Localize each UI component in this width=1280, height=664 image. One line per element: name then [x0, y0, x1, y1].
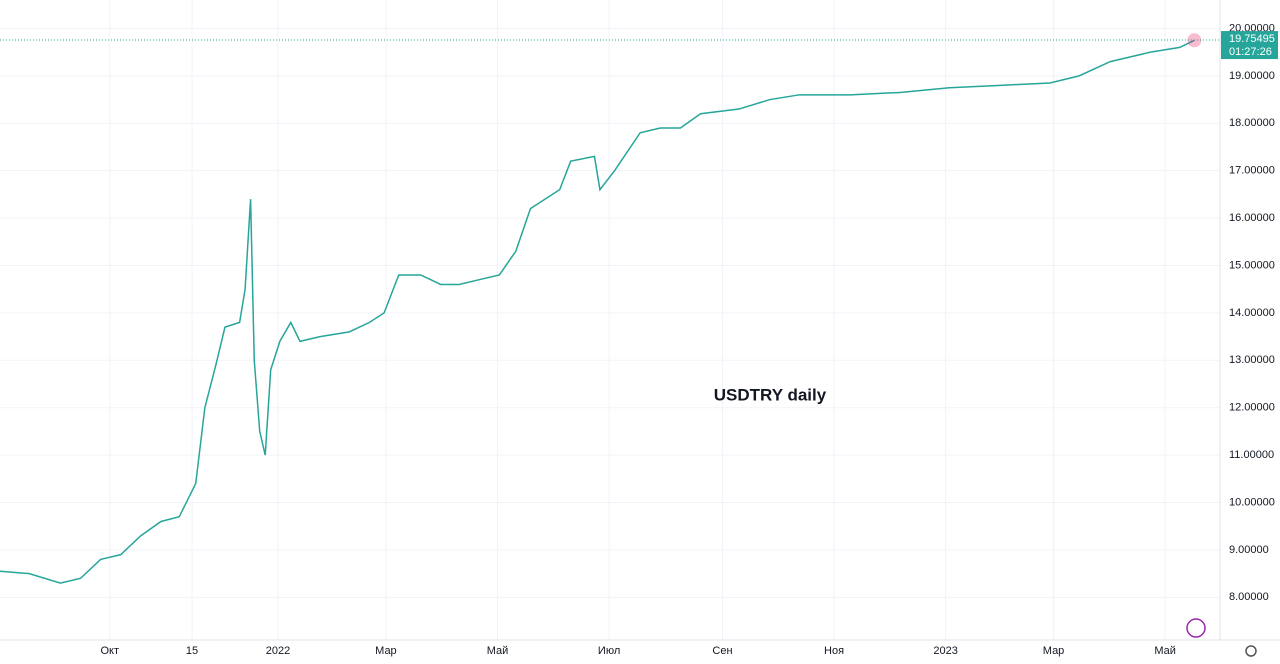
settings-button[interactable] [1245, 645, 1257, 657]
x-tick-label: Май [1154, 645, 1176, 657]
y-tick-label: 16.00000 [1229, 212, 1275, 224]
x-tick-label: Июл [598, 645, 620, 657]
y-tick-label: 8.00000 [1229, 591, 1269, 603]
y-tick-label: 19.00000 [1229, 70, 1275, 82]
y-tick-label: 13.00000 [1229, 354, 1275, 366]
x-tick-label: Ноя [824, 645, 844, 657]
price-line [0, 39, 1195, 584]
x-tick-label: Окт [100, 645, 119, 657]
y-tick-label: 14.00000 [1229, 307, 1275, 319]
y-tick-label: 17.00000 [1229, 165, 1275, 177]
last-price-label: 19.75495 [1229, 33, 1275, 45]
countdown-label: 01:27:26 [1229, 46, 1272, 58]
y-tick-label: 20.00000 [1229, 22, 1275, 34]
y-tick-label: 11.00000 [1229, 449, 1274, 461]
annotation: USDTRY daily [714, 385, 827, 404]
x-tick-label: 2023 [933, 645, 957, 657]
y-tick-label: 10.00000 [1229, 496, 1275, 508]
x-tick-label: Мар [1043, 645, 1065, 657]
x-tick-label: Сен [712, 645, 732, 657]
x-tick-label: 2022 [266, 645, 290, 657]
y-tick-label: 15.00000 [1229, 259, 1275, 271]
y-tick-label: 18.00000 [1229, 117, 1275, 129]
x-tick-label: 15 [186, 645, 198, 657]
y-tick-label: 12.00000 [1229, 402, 1275, 414]
last-price-box [1221, 31, 1278, 60]
y-tick-label: 9.00000 [1229, 544, 1269, 556]
x-tick-label: Май [487, 645, 509, 657]
lightning-button[interactable] [1186, 618, 1206, 638]
x-tick-label: Мар [375, 645, 397, 657]
